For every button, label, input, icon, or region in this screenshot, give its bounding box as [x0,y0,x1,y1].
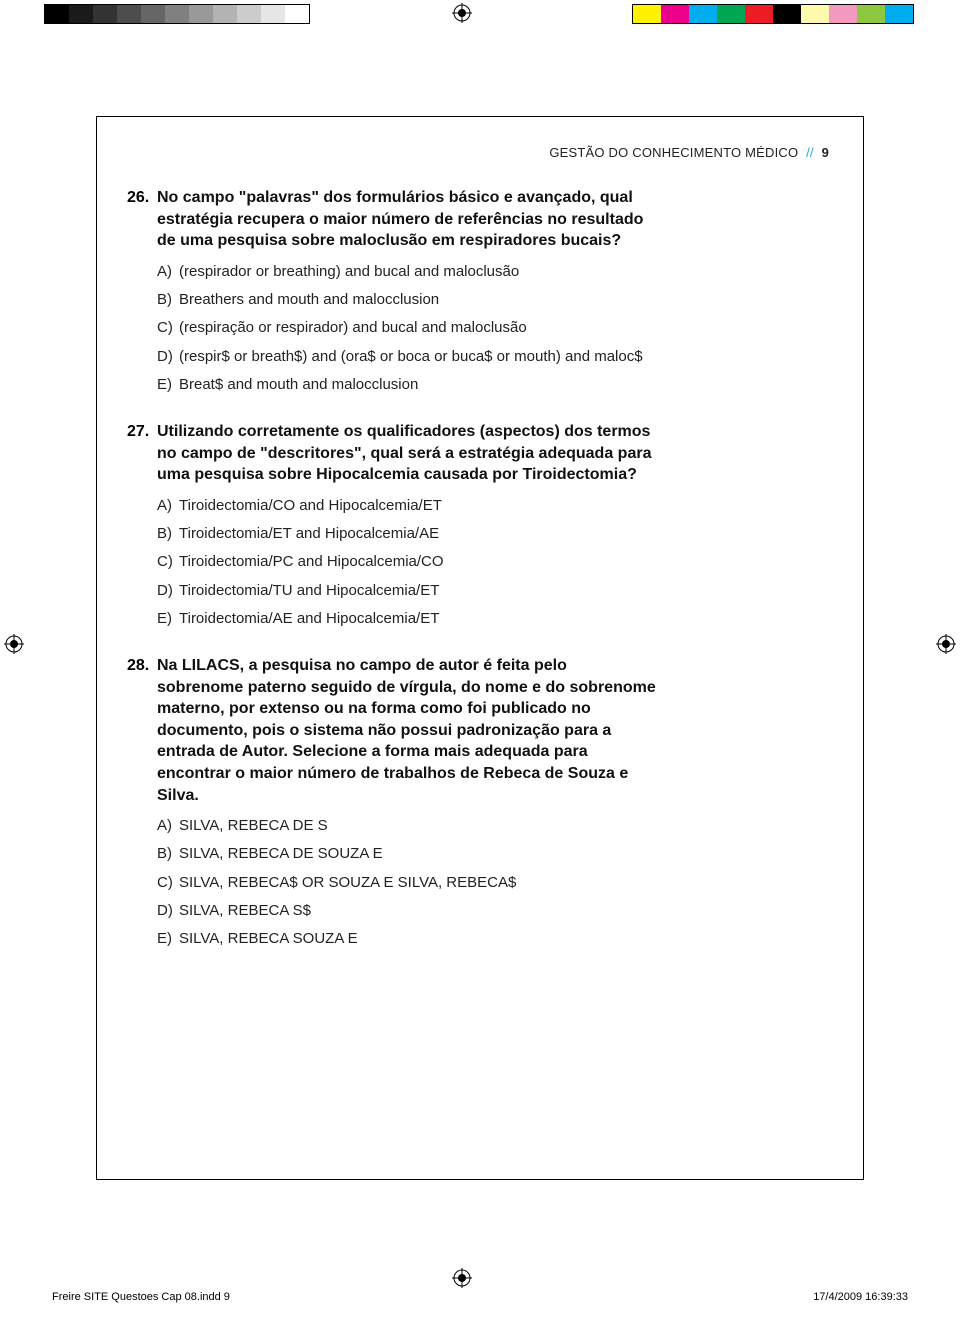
option-text: SILVA, REBECA SOUZA E [179,929,657,949]
option-item: C)(respiração or respirador) and bucal a… [157,318,657,338]
option-letter: C) [157,552,179,572]
color-swatch [689,5,717,23]
option-text: SILVA, REBECA DE S [179,816,657,836]
question-block: 27.Utilizando corretamente os qualificad… [127,421,657,629]
page-frame: GESTÃO DO CONHECIMENTO MÉDICO // 9 26.No… [96,116,864,1180]
option-text: SILVA, REBECA$ OR SOUZA E SILVA, REBECA$ [179,873,657,893]
registration-mark-bottom-icon [452,1268,472,1288]
gray-step [189,5,213,23]
option-letter: E) [157,375,179,395]
option-text: Tiroidectomia/PC and Hipocalcemia/CO [179,552,657,572]
footer-slug: Freire SITE Questoes Cap 08.indd 9 17/4/… [52,1291,908,1303]
option-letter: C) [157,873,179,893]
option-text: Breat$ and mouth and malocclusion [179,375,657,395]
color-swatch [773,5,801,23]
gray-step [117,5,141,23]
option-letter: A) [157,496,179,516]
question-text: Utilizando corretamente os qualificadore… [157,421,657,486]
color-swatch [885,5,913,23]
color-swatch [633,5,661,23]
option-item: A)Tiroidectomia/CO and Hipocalcemia/ET [157,496,657,516]
option-item: C)Tiroidectomia/PC and Hipocalcemia/CO [157,552,657,572]
footer-timestamp: 17/4/2009 16:39:33 [813,1291,908,1303]
option-text: (respiração or respirador) and bucal and… [179,318,657,338]
color-swatch [857,5,885,23]
registration-mark-left-icon [4,634,24,654]
option-text: Tiroidectomia/TU and Hipocalcemia/ET [179,581,657,601]
option-text: Tiroidectomia/AE and Hipocalcemia/ET [179,609,657,629]
gray-step [141,5,165,23]
option-item: A)SILVA, REBECA DE S [157,816,657,836]
options-list: A)(respirador or breathing) and bucal an… [127,262,657,395]
option-letter: D) [157,901,179,921]
option-text: SILVA, REBECA DE SOUZA E [179,844,657,864]
gray-step [261,5,285,23]
gray-step [237,5,261,23]
options-list: A)SILVA, REBECA DE SB)SILVA, REBECA DE S… [127,816,657,949]
gray-step [45,5,69,23]
question-text: No campo "palavras" dos formulários bási… [157,187,657,252]
color-swatch [745,5,773,23]
option-item: E)Tiroidectomia/AE and Hipocalcemia/ET [157,609,657,629]
running-head-title: GESTÃO DO CONHECIMENTO MÉDICO [549,145,798,160]
question-block: 26.No campo "palavras" dos formulários b… [127,187,657,395]
option-item: D)(respir$ or breath$) and (ora$ or boca… [157,347,657,367]
gray-step [93,5,117,23]
option-letter: A) [157,262,179,282]
footer-filename: Freire SITE Questoes Cap 08.indd 9 [52,1291,230,1303]
registration-mark-top-icon [452,3,472,23]
color-swatch [801,5,829,23]
question-head: 27.Utilizando corretamente os qualificad… [127,421,657,486]
option-text: Tiroidectomia/CO and Hipocalcemia/ET [179,496,657,516]
option-text: SILVA, REBECA S$ [179,901,657,921]
option-letter: B) [157,524,179,544]
question-block: 28.Na LILACS, a pesquisa no campo de aut… [127,655,657,949]
question-text: Na LILACS, a pesquisa no campo de autor … [157,655,657,806]
color-swatch [717,5,745,23]
questions-column: 26.No campo "palavras" dos formulários b… [127,187,657,975]
option-letter: E) [157,929,179,949]
options-list: A)Tiroidectomia/CO and Hipocalcemia/ETB)… [127,496,657,629]
color-swatch [661,5,689,23]
option-letter: A) [157,816,179,836]
option-item: E)Breat$ and mouth and malocclusion [157,375,657,395]
option-letter: B) [157,844,179,864]
option-text: (respir$ or breath$) and (ora$ or boca o… [179,347,657,367]
option-item: E)SILVA, REBECA SOUZA E [157,929,657,949]
gray-step [213,5,237,23]
option-item: D)SILVA, REBECA S$ [157,901,657,921]
question-head: 28.Na LILACS, a pesquisa no campo de aut… [127,655,657,806]
color-swatch [829,5,857,23]
option-item: D)Tiroidectomia/TU and Hipocalcemia/ET [157,581,657,601]
gray-step [69,5,93,23]
page-number: 9 [822,145,829,160]
option-text: (respirador or breathing) and bucal and … [179,262,657,282]
option-item: B)SILVA, REBECA DE SOUZA E [157,844,657,864]
option-letter: B) [157,290,179,310]
gray-step [165,5,189,23]
running-head-separator: // [806,145,814,160]
option-letter: D) [157,581,179,601]
print-marks-top [0,4,960,24]
option-letter: E) [157,609,179,629]
option-item: B)Breathers and mouth and malocclusion [157,290,657,310]
option-letter: D) [157,347,179,367]
option-text: Breathers and mouth and malocclusion [179,290,657,310]
option-item: C)SILVA, REBECA$ OR SOUZA E SILVA, REBEC… [157,873,657,893]
option-item: A)(respirador or breathing) and bucal an… [157,262,657,282]
color-control-bar [632,4,914,24]
question-number: 28. [127,655,157,677]
running-head: GESTÃO DO CONHECIMENTO MÉDICO // 9 [549,145,829,160]
question-head: 26.No campo "palavras" dos formulários b… [127,187,657,252]
registration-mark-right-icon [936,634,956,654]
option-item: B)Tiroidectomia/ET and Hipocalcemia/AE [157,524,657,544]
question-number: 27. [127,421,157,443]
question-number: 26. [127,187,157,209]
option-letter: C) [157,318,179,338]
grayscale-step-wedge [44,4,310,24]
gray-step [285,5,309,23]
option-text: Tiroidectomia/ET and Hipocalcemia/AE [179,524,657,544]
